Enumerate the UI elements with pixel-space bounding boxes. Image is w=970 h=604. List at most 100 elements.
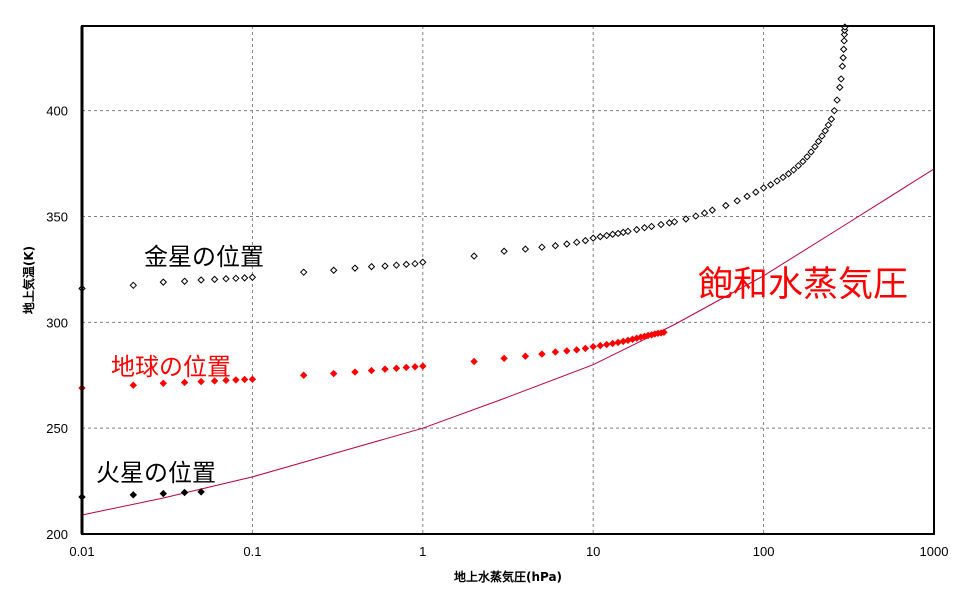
earth-point bbox=[596, 341, 604, 350]
mars-point bbox=[197, 488, 205, 496]
mars-point bbox=[180, 488, 189, 497]
earth-point bbox=[210, 377, 219, 385]
venus-point bbox=[733, 197, 741, 205]
venus-point bbox=[766, 181, 775, 189]
earth-point bbox=[608, 339, 617, 348]
mars-label: 火星の位置 bbox=[96, 459, 216, 487]
venus-point bbox=[839, 45, 848, 53]
y-tick-label: 250 bbox=[46, 421, 68, 436]
venus-point bbox=[581, 236, 590, 245]
venus-point bbox=[700, 209, 709, 217]
venus-point bbox=[838, 62, 847, 70]
earth-point bbox=[351, 368, 359, 376]
venus-point bbox=[692, 212, 700, 220]
venus-point bbox=[640, 224, 649, 232]
earth-point bbox=[411, 363, 419, 371]
venus-point bbox=[624, 227, 632, 236]
venus-point bbox=[665, 219, 674, 227]
earth-point bbox=[240, 375, 249, 384]
venus-label: 金星の位置 bbox=[144, 243, 264, 271]
earth-point bbox=[197, 377, 205, 386]
venus-point bbox=[632, 225, 641, 234]
venus-point bbox=[743, 192, 751, 201]
data-points bbox=[78, 23, 849, 501]
venus-point bbox=[402, 260, 410, 269]
venus-point bbox=[419, 258, 427, 266]
venus-point bbox=[824, 121, 833, 129]
venus-point bbox=[619, 228, 627, 237]
earth-point bbox=[129, 381, 138, 389]
venus-point bbox=[329, 266, 338, 274]
y-axis-title: 地上気温(K) bbox=[21, 246, 36, 314]
venus-point bbox=[240, 274, 249, 282]
venus-point bbox=[833, 96, 841, 104]
y-tick-label: 300 bbox=[46, 315, 68, 330]
venus-point bbox=[708, 206, 717, 214]
mars-point bbox=[129, 491, 138, 499]
x-tick-label: 1 bbox=[419, 544, 426, 559]
earth-point bbox=[500, 354, 508, 363]
venus-point bbox=[367, 262, 376, 271]
venus-point bbox=[222, 275, 230, 283]
venus-point bbox=[563, 240, 571, 248]
venus-point bbox=[759, 184, 768, 192]
x-axis-title: 地上水蒸気圧(hPa) bbox=[454, 569, 562, 584]
grid bbox=[82, 26, 934, 534]
earth-point bbox=[232, 376, 240, 384]
y-tick-label: 400 bbox=[46, 104, 68, 119]
plot-frame bbox=[80, 25, 935, 535]
venus-point bbox=[248, 273, 257, 281]
venus-point bbox=[840, 30, 849, 39]
venus-point bbox=[299, 268, 308, 276]
earth-point bbox=[248, 375, 257, 383]
venus-point bbox=[210, 275, 219, 284]
x-tick-label: 10 bbox=[586, 544, 600, 559]
venus-point bbox=[827, 115, 836, 123]
venus-point bbox=[789, 166, 798, 174]
earth-point bbox=[159, 379, 168, 388]
earth-point bbox=[563, 347, 571, 355]
venus-point bbox=[811, 142, 819, 151]
earth-point bbox=[521, 352, 530, 360]
x-tick-label: 0.1 bbox=[243, 544, 261, 559]
earth-point bbox=[551, 348, 560, 356]
earth-point bbox=[367, 366, 376, 375]
earth-point bbox=[619, 337, 627, 346]
venus-point bbox=[647, 222, 656, 231]
venus-point bbox=[794, 161, 803, 170]
earth-point bbox=[581, 344, 590, 353]
venus-point bbox=[830, 106, 839, 115]
venus-point bbox=[500, 247, 508, 255]
earth-point bbox=[602, 340, 611, 349]
venus-point bbox=[232, 274, 240, 283]
venus-point bbox=[351, 264, 359, 272]
earth-point bbox=[538, 350, 546, 358]
earth-point bbox=[419, 362, 427, 370]
venus-point bbox=[803, 153, 811, 161]
venus-point bbox=[814, 137, 823, 146]
earth-label: 地球の位置 bbox=[111, 353, 231, 381]
venus-point bbox=[197, 276, 205, 284]
venus-point bbox=[682, 215, 690, 223]
earth-point bbox=[589, 342, 597, 351]
venus-point bbox=[392, 261, 401, 269]
venus-point bbox=[836, 83, 844, 92]
venus-point bbox=[722, 201, 730, 210]
saturation-curve-layer bbox=[81, 168, 935, 516]
earth-point bbox=[299, 371, 308, 379]
venus-point bbox=[470, 252, 478, 260]
venus-point bbox=[773, 177, 781, 185]
earth-point bbox=[180, 378, 189, 387]
tick-labels: 0.01 0.1 1 10 100 1000 200 250 300 350 400 bbox=[46, 104, 948, 559]
venus-point bbox=[839, 54, 847, 62]
earth-point bbox=[222, 376, 230, 385]
earth-point bbox=[381, 365, 389, 373]
venus-point bbox=[572, 238, 581, 247]
venus-point bbox=[381, 262, 389, 270]
venus-point bbox=[551, 242, 560, 250]
earth-point bbox=[614, 338, 622, 347]
venus-point bbox=[818, 132, 826, 140]
venus-point bbox=[779, 173, 787, 182]
earth-point bbox=[572, 346, 581, 354]
